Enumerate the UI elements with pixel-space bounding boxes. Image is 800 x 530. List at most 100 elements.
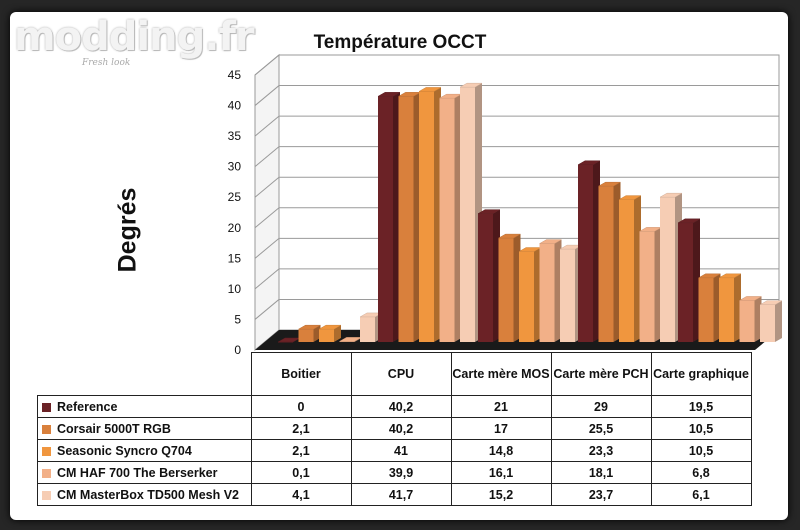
data-label: 18,1	[550, 461, 652, 484]
bar-top	[477, 209, 501, 214]
bar-front	[578, 164, 593, 342]
bar-front	[319, 329, 334, 342]
data-label: 21	[450, 395, 552, 418]
legend-entry: Reference	[37, 395, 252, 418]
data-label: 10,5	[650, 439, 752, 462]
table-row: Seasonic Syncro Q704 2,1 41 14,8 23,3 10,5	[37, 439, 752, 462]
y-tick-label: 0	[234, 343, 241, 357]
data-label: 2,1	[250, 439, 352, 462]
bar-front	[398, 96, 414, 342]
series-name: CM MasterBox TD500 Mesh V2	[57, 487, 240, 502]
bar-side	[734, 273, 741, 342]
bar-side	[534, 247, 541, 342]
bar-side	[434, 87, 441, 342]
category-label: Carte graphique	[650, 352, 752, 396]
bar-side	[693, 218, 700, 342]
data-table: Boitier CPU Carte mère MOS Carte mère PCH Ca…	[37, 352, 752, 506]
bar-top	[577, 160, 601, 166]
bar-top	[497, 233, 522, 239]
gridline-side	[254, 299, 280, 320]
bar	[418, 87, 442, 342]
series-name: Seasonic Syncro Q704	[57, 443, 192, 458]
bar-top	[418, 87, 442, 92]
bar-front	[619, 199, 634, 342]
bar	[597, 181, 622, 342]
bar-side	[413, 92, 421, 342]
bar-top	[459, 82, 483, 88]
data-label: 0	[250, 395, 352, 418]
data-label: 41	[350, 439, 452, 462]
data-label: 23,3	[550, 439, 652, 462]
bar-front	[698, 277, 714, 342]
legend-swatch	[42, 402, 51, 412]
table-row: CM MasterBox TD500 Mesh V2 4,1 41,7 15,2 23,…	[37, 483, 752, 506]
bar-front	[719, 277, 734, 342]
bar-top	[377, 92, 401, 97]
legend-swatch	[42, 446, 51, 456]
bar	[759, 300, 783, 342]
series-name: CM HAF 700 The Berserker	[57, 465, 218, 480]
legend-swatch	[42, 424, 51, 434]
bar-top	[659, 192, 683, 198]
bar	[638, 227, 663, 342]
category-label: Boitier	[250, 352, 352, 396]
bar	[738, 296, 763, 342]
bar	[718, 273, 742, 342]
table-row: CM HAF 700 The Berserker 0,1 39,9 16,1 18,1 6…	[37, 461, 752, 484]
data-label: 6,1	[650, 483, 752, 506]
bar	[697, 273, 722, 342]
bar-side	[393, 92, 400, 342]
y-tick-label: 35	[228, 129, 242, 143]
bar-front	[678, 222, 693, 342]
data-label: 4,1	[250, 483, 352, 506]
bar-top	[697, 273, 722, 279]
bar-front	[539, 243, 555, 342]
data-label: 14,8	[450, 439, 552, 462]
category-label: CPU	[350, 352, 452, 396]
bar	[497, 233, 522, 342]
bar-top	[738, 296, 763, 301]
legend-entry: CM MasterBox TD500 Mesh V2	[37, 483, 252, 506]
gridline-side	[254, 176, 280, 198]
bar-side	[334, 325, 341, 342]
legend-swatch	[42, 468, 51, 478]
legend-entry: CM HAF 700 The Berserker	[37, 461, 252, 484]
data-label: 40,2	[350, 417, 452, 440]
legend-entry: Seasonic Syncro Q704	[37, 439, 252, 462]
table-row: Corsair 5000T RGB 2,1 40,2 17 25,5 10,5	[37, 417, 752, 440]
category-label: Carte mère PCH	[550, 352, 652, 396]
gridline-side	[254, 85, 280, 106]
bar-front	[419, 91, 434, 342]
bar-front	[760, 304, 775, 342]
y-tick-label: 25	[228, 190, 242, 204]
site-logo: modding.fr	[14, 14, 255, 60]
bar-front	[360, 316, 375, 342]
bar	[677, 218, 701, 342]
bar-top	[759, 300, 783, 305]
bar-side	[493, 209, 500, 342]
bar-top	[597, 181, 622, 187]
y-tick-label: 5	[234, 312, 241, 326]
y-tick-label: 15	[228, 251, 242, 265]
legend-entry: Corsair 5000T RGB	[37, 417, 252, 440]
bar	[477, 209, 501, 342]
bar	[618, 195, 642, 342]
data-label: 10,5	[650, 417, 752, 440]
series-name: Corsair 5000T RGB	[57, 421, 171, 436]
bar-front	[378, 96, 393, 342]
bar-side	[593, 160, 600, 342]
data-label: 6,8	[650, 461, 752, 484]
legend-swatch	[42, 490, 51, 500]
data-label: 2,1	[250, 417, 352, 440]
data-label: 39,9	[350, 461, 452, 484]
bar-side	[713, 273, 721, 342]
data-label: 40,2	[350, 395, 452, 418]
chart-title: Température OCCT	[313, 32, 487, 53]
bar-top	[538, 239, 563, 244]
bar-side	[513, 234, 521, 342]
data-label: 19,5	[650, 395, 752, 418]
bar-front	[498, 238, 514, 342]
site-tagline: Fresh look	[82, 58, 131, 68]
bar-front	[339, 341, 355, 342]
